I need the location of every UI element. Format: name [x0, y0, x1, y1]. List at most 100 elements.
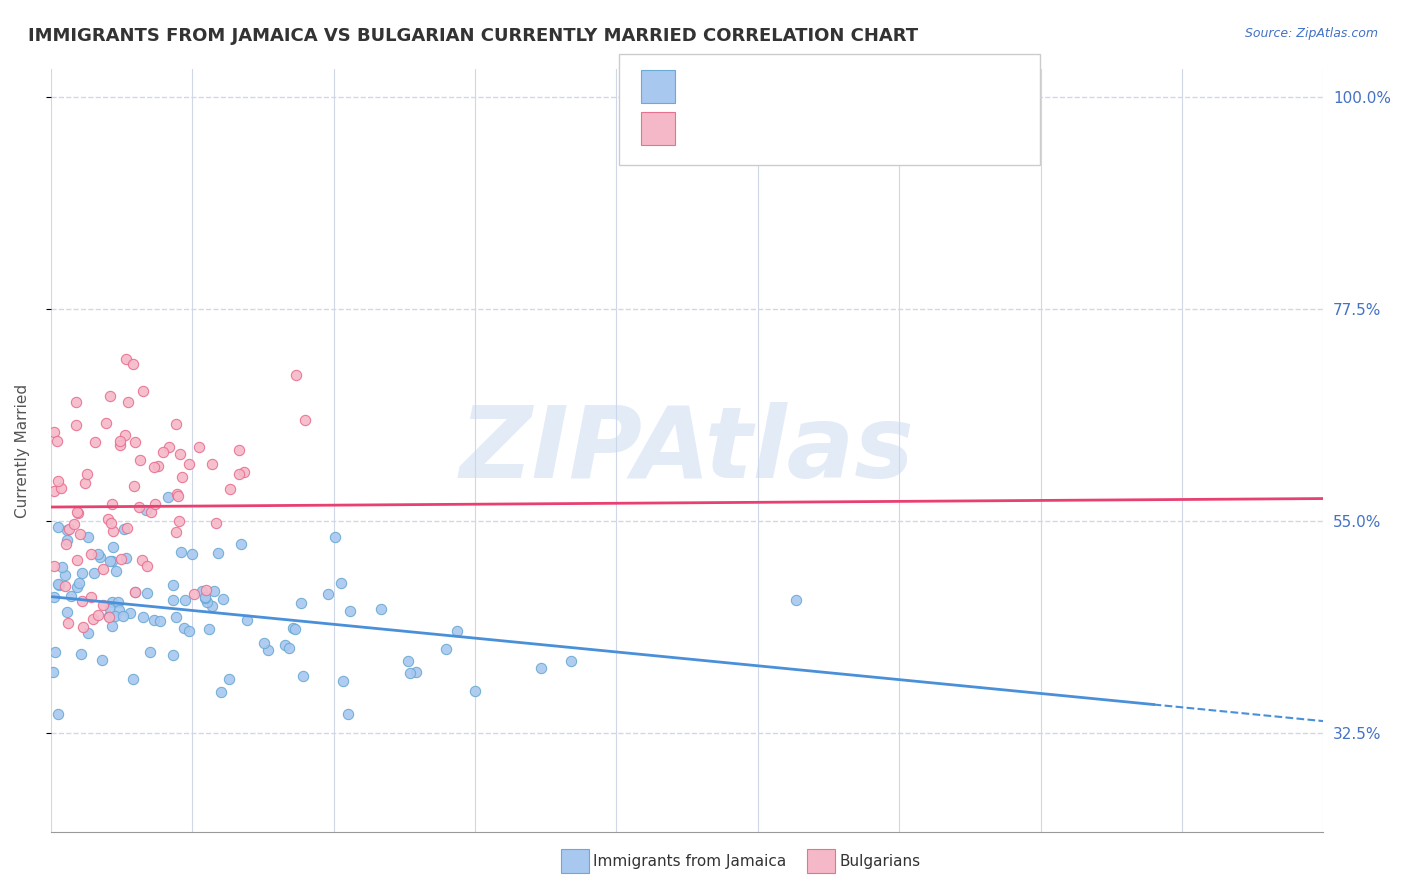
Point: [60, 589, 83, 603]
Point: [122, 673, 145, 687]
Point: [53, 579, 76, 593]
Point: [278, 640, 301, 655]
Point: [209, 685, 232, 699]
Text: 0.020: 0.020: [731, 120, 789, 137]
Point: [111, 609, 134, 624]
Point: [136, 559, 159, 574]
Point: [181, 548, 204, 562]
Point: [177, 457, 200, 471]
Point: [55, 537, 77, 551]
Point: [101, 498, 124, 512]
Point: [207, 546, 229, 560]
Point: [98, 601, 121, 615]
Point: [89, 550, 111, 565]
Point: [149, 614, 172, 628]
Point: [56, 533, 79, 548]
Point: [169, 545, 191, 559]
Point: [201, 599, 224, 614]
Point: [46, 474, 69, 488]
Point: [72, 594, 94, 608]
Point: [80, 547, 103, 561]
Point: [174, 593, 197, 607]
Point: [82, 613, 104, 627]
Point: [218, 672, 240, 686]
Point: [169, 447, 191, 461]
Point: [188, 440, 211, 454]
Point: [98, 610, 121, 624]
Point: [42, 425, 65, 440]
Point: [162, 578, 184, 592]
Point: [139, 645, 162, 659]
Point: [56, 615, 79, 630]
Point: [323, 530, 346, 544]
Point: [66, 553, 89, 567]
Point: [124, 585, 146, 599]
Point: [100, 594, 122, 608]
Point: [464, 683, 486, 698]
Point: [229, 537, 252, 551]
Point: [165, 610, 187, 624]
Point: [83, 566, 105, 580]
Point: [98, 553, 121, 567]
Point: [107, 595, 129, 609]
Point: [66, 506, 89, 520]
Point: [91, 598, 114, 612]
Point: [162, 648, 184, 662]
Point: [44, 590, 66, 604]
Point: [218, 482, 240, 496]
Point: [139, 505, 162, 519]
Point: [124, 585, 146, 599]
Point: [55, 523, 77, 537]
Point: [73, 475, 96, 490]
Point: [66, 580, 89, 594]
Point: [46, 520, 69, 534]
Point: [98, 388, 121, 402]
Point: [115, 351, 138, 366]
Point: [173, 621, 195, 635]
Text: 76: 76: [890, 120, 912, 137]
Point: [108, 438, 131, 452]
Point: [179, 624, 201, 639]
Point: [110, 552, 132, 566]
Point: [104, 609, 127, 624]
Point: [285, 368, 308, 383]
Point: [124, 435, 146, 450]
Point: [292, 669, 315, 683]
Point: [42, 484, 65, 499]
Point: [252, 635, 274, 649]
Text: N =: N =: [844, 78, 880, 95]
Point: [233, 465, 256, 479]
Point: [191, 584, 214, 599]
Point: [91, 562, 114, 576]
Point: [58, 522, 80, 536]
Point: [201, 457, 224, 471]
Point: [42, 558, 65, 573]
Text: N =: N =: [844, 120, 880, 137]
Point: [77, 530, 100, 544]
Point: [91, 653, 114, 667]
Point: [101, 619, 124, 633]
Point: [87, 608, 110, 623]
Point: [120, 606, 142, 620]
Point: [122, 357, 145, 371]
Point: [156, 490, 179, 504]
Point: [446, 624, 468, 639]
Point: [785, 593, 807, 607]
Point: [530, 661, 553, 675]
Point: [80, 591, 103, 605]
Point: [98, 608, 121, 623]
Point: [76, 467, 98, 482]
Point: [46, 576, 69, 591]
Point: [100, 516, 122, 530]
Point: [370, 602, 392, 616]
Point: [290, 596, 312, 610]
Point: [56, 605, 79, 619]
Point: [399, 665, 422, 680]
Text: IMMIGRANTS FROM JAMAICA VS BULGARIAN CURRENTLY MARRIED CORRELATION CHART: IMMIGRANTS FROM JAMAICA VS BULGARIAN CUR…: [28, 27, 918, 45]
Point: [44, 645, 66, 659]
Point: [228, 443, 250, 458]
Point: [167, 489, 190, 503]
Point: [274, 638, 297, 652]
Point: [396, 654, 419, 668]
Point: [63, 517, 86, 532]
